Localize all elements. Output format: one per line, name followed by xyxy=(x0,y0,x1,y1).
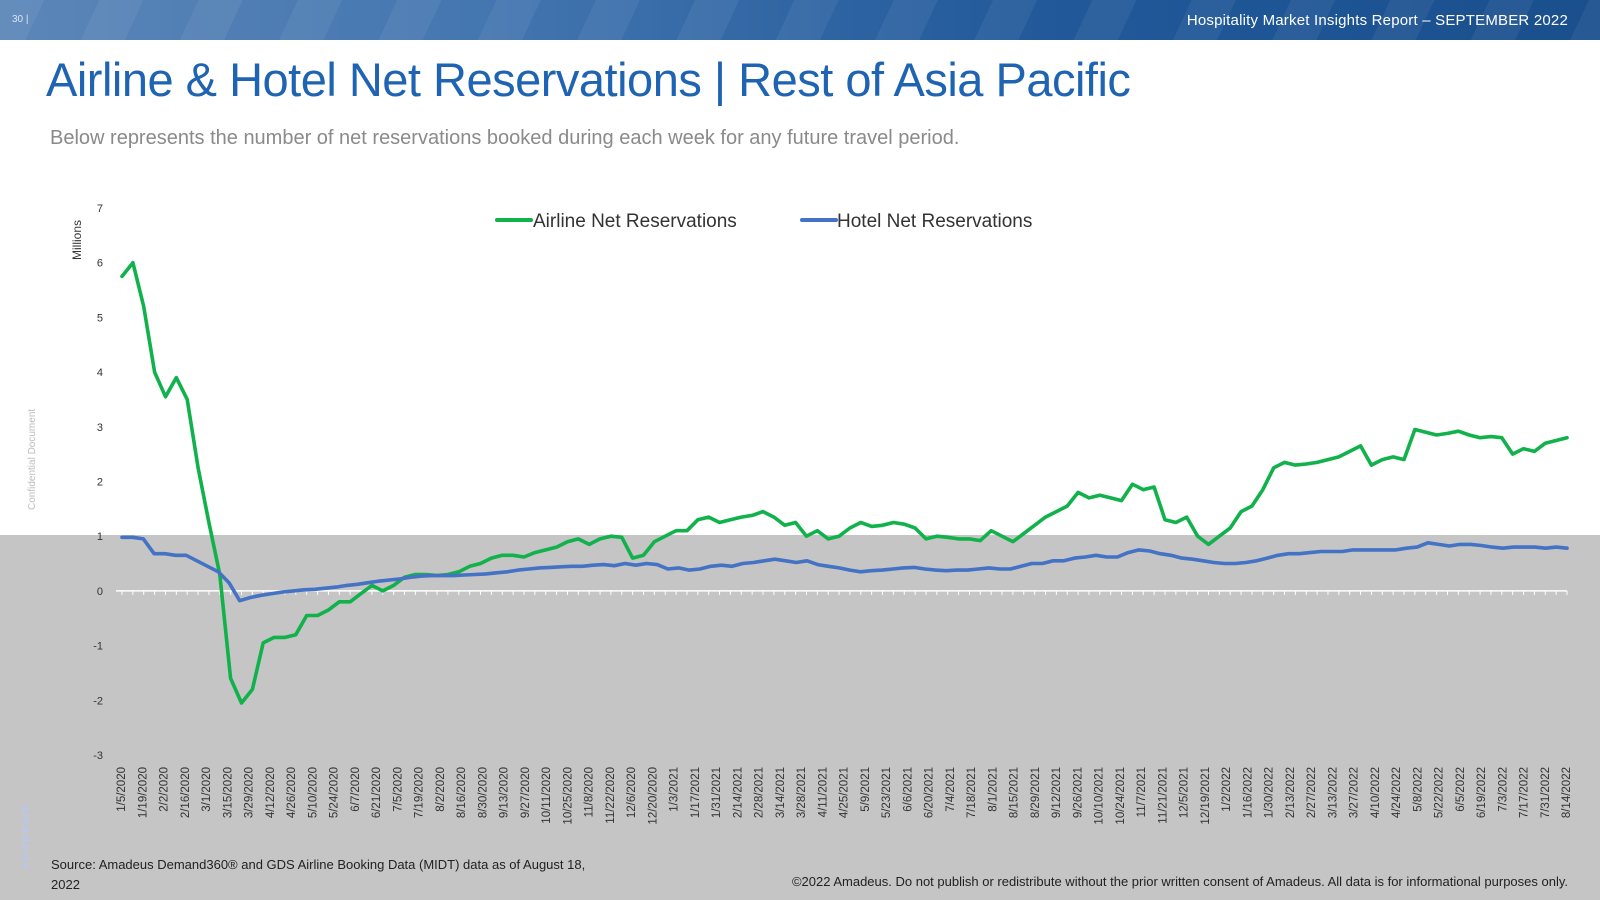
x-tick-label: 11/21/2021 xyxy=(1157,767,1169,824)
x-tick-label: 12/5/2021 xyxy=(1179,767,1191,818)
x-tick-label: 7/17/2022 xyxy=(1519,767,1531,818)
x-tick-label: 3/13/2022 xyxy=(1327,767,1339,818)
x-tick-label: 1/16/2022 xyxy=(1242,767,1254,818)
x-tick-label: 5/9/2021 xyxy=(860,767,872,812)
x-tick-label: 7/5/2020 xyxy=(392,767,404,812)
x-tick-label: 10/11/2020 xyxy=(541,767,553,824)
header-bar: 30 | Hospitality Market Insights Report … xyxy=(0,0,1600,40)
x-tick-label: 6/5/2022 xyxy=(1455,767,1467,812)
x-tick-label: 4/12/2020 xyxy=(265,767,277,818)
x-tick-label: 1/31/2021 xyxy=(711,767,723,818)
x-tick-label: 2/16/2020 xyxy=(180,767,192,818)
x-tick-label: 4/26/2020 xyxy=(286,767,298,818)
x-tick-label: 10/24/2021 xyxy=(1115,767,1127,825)
x-tick-label: 3/1/2020 xyxy=(201,767,213,812)
x-tick-label: 4/25/2021 xyxy=(839,767,851,818)
x-tick-label: 5/24/2020 xyxy=(329,767,341,818)
x-tick-label: 1/2/2022 xyxy=(1221,767,1233,812)
y-tick-label: 1 xyxy=(97,531,103,543)
x-tick-label: 2/13/2022 xyxy=(1285,767,1297,818)
x-tick-label: 3/29/2020 xyxy=(244,767,256,818)
x-tick-label: 6/19/2022 xyxy=(1476,767,1488,818)
x-tick-label: 8/15/2021 xyxy=(1009,767,1021,818)
x-tick-label: 7/31/2022 xyxy=(1540,767,1552,818)
x-tick-label: 12/20/2020 xyxy=(647,767,659,825)
x-tick-label: 7/18/2021 xyxy=(966,767,978,818)
source-note: Source: Amadeus Demand360® and GDS Airli… xyxy=(51,857,586,892)
y-tick-label: -1 xyxy=(93,641,103,653)
x-tick-label: 9/27/2020 xyxy=(520,767,532,818)
airline-series-line xyxy=(120,260,1569,705)
x-tick-label: 11/22/2020 xyxy=(605,767,617,824)
x-tick-label: 12/19/2021 xyxy=(1200,767,1212,825)
x-tick-label: 1/30/2022 xyxy=(1264,767,1276,818)
y-axis: -3 -2 -1 0 1 2 3 4 5 6 7 Millions xyxy=(70,203,103,762)
x-tick-label: 9/13/2020 xyxy=(499,767,511,818)
x-tick-label: 8/1/2021 xyxy=(987,767,999,812)
x-tick-label: 3/27/2022 xyxy=(1349,767,1361,818)
y-tick-label: 4 xyxy=(97,367,103,379)
x-tick-label: 10/10/2021 xyxy=(1094,767,1106,825)
report-title: Hospitality Market Insights Report – SEP… xyxy=(1186,12,1568,29)
y-tick-label: 3 xyxy=(97,422,103,434)
x-tick-label: 2/14/2021 xyxy=(732,767,744,818)
legend-label-airline: Airline Net Reservations xyxy=(533,211,737,232)
x-tick-label: 12/6/2020 xyxy=(626,767,638,818)
x-tick-label: 11/7/2021 xyxy=(1136,767,1148,817)
x-tick-label: 8/14/2022 xyxy=(1561,767,1573,818)
x-tick-label: 3/15/2020 xyxy=(222,767,234,818)
y-tick-label: 7 xyxy=(97,203,103,215)
y-tick-label: -3 xyxy=(93,750,103,762)
x-tick-label: 2/2/2020 xyxy=(159,767,171,812)
x-tick-label: 4/24/2022 xyxy=(1391,767,1403,818)
x-tick-label: 6/6/2021 xyxy=(902,767,914,812)
y-tick-label: 5 xyxy=(97,312,103,324)
x-tick-label: 6/20/2021 xyxy=(924,767,936,818)
hotel-series-line xyxy=(120,535,1569,603)
x-tick-label: 7/3/2022 xyxy=(1497,767,1509,812)
x-tick-label: 3/14/2021 xyxy=(775,767,787,818)
x-tick-label: 4/10/2022 xyxy=(1370,767,1382,818)
x-tick-label: 8/2/2020 xyxy=(435,767,447,812)
x-tick-label: 7/19/2020 xyxy=(414,767,426,818)
x-tick-label: 1/3/2021 xyxy=(669,767,681,812)
x-tick-label: 7/4/2021 xyxy=(945,767,957,812)
y-tick-label: 6 xyxy=(97,258,103,270)
page-number: 30 | xyxy=(12,14,29,25)
x-tick-label: 5/22/2022 xyxy=(1434,767,1446,818)
copyright-note: ©2022 Amadeus. Do not publish or redistr… xyxy=(791,874,1568,889)
x-tick-label: 5/23/2021 xyxy=(881,767,893,818)
x-tick-label: 8/30/2020 xyxy=(477,767,489,818)
y-axis-title: Millions xyxy=(70,220,84,260)
page-subtitle: Below represents the number of net reser… xyxy=(50,127,960,149)
y-tick-label: -2 xyxy=(93,695,103,707)
x-tick-label: 2/27/2022 xyxy=(1306,767,1318,818)
x-axis: 1/5/2020 1/19/2020 2/2/2020 2/16/2020 3/1/20… xyxy=(116,590,1573,825)
y-tick-label: 2 xyxy=(97,477,103,489)
x-tick-label: 2/28/2021 xyxy=(754,767,766,818)
x-tick-label: 8/16/2020 xyxy=(456,767,468,818)
x-tick-label: 6/21/2020 xyxy=(371,767,383,818)
x-tick-label: 5/10/2020 xyxy=(307,767,319,818)
chart-legend: Airline Net Reservations Hotel Net Reserv… xyxy=(495,211,1032,232)
legend-label-hotel: Hotel Net Reservations xyxy=(837,211,1032,232)
x-tick-label: 1/17/2021 xyxy=(690,767,702,818)
header-texture xyxy=(0,0,1600,40)
x-tick-label: 10/25/2020 xyxy=(562,767,574,825)
x-tick-label: 9/12/2021 xyxy=(1051,767,1063,818)
x-tick-label: 3/28/2021 xyxy=(796,767,808,818)
x-tick-label: 1/19/2020 xyxy=(137,767,149,818)
x-tick-label: 6/7/2020 xyxy=(350,767,362,812)
x-tick-label: 8/29/2021 xyxy=(1030,767,1042,818)
x-tick-label: 9/26/2021 xyxy=(1072,767,1084,818)
series-layer xyxy=(120,260,1569,705)
x-tick-label: 11/8/2020 xyxy=(584,767,596,817)
page-title: Airline & Hotel Net Reservations | Rest … xyxy=(46,53,1131,106)
x-tick-label: 1/5/2020 xyxy=(116,767,128,812)
y-tick-label: 0 xyxy=(97,586,103,598)
x-tick-label: 5/8/2022 xyxy=(1412,767,1424,812)
x-tick-label: 4/11/2021 xyxy=(817,767,829,817)
